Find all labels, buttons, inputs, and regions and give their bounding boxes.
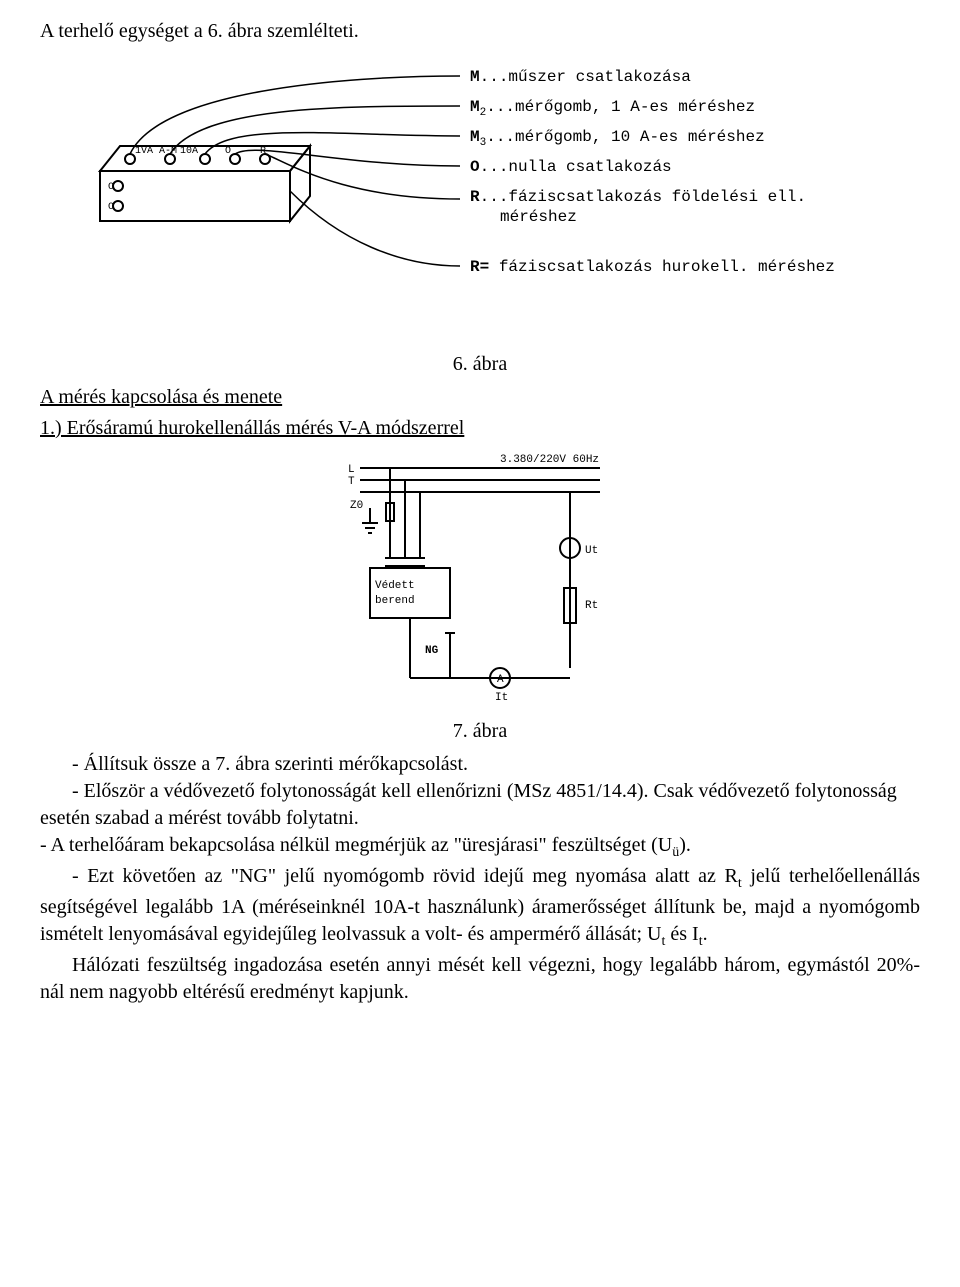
figure-6-caption: 6. ábra (40, 351, 920, 378)
svg-text:O...nulla csatlakozás: O...nulla csatlakozás (470, 158, 672, 176)
body-p2: - Először a védővezető folytonosságát ke… (40, 778, 920, 832)
figure-6: O O 1VA A-M 10A O R M...műszer csatlakoz… (40, 51, 920, 341)
fig7-a-label: A (497, 674, 504, 686)
svg-text:M3...mérőgomb, 10 A-es méréshe: M3...mérőgomb, 10 A-es méréshez (470, 128, 765, 149)
svg-text:M...műszer csatlakozása: M...műszer csatlakozása (470, 68, 691, 86)
fig7-supply-label: 3.380/220V 60Hz (500, 454, 599, 466)
subheading: 1.) Erősáramú hurokellenállás mérés V-A … (40, 415, 920, 442)
body-p4: - Ezt követően az "NG" jelű nyomógomb rö… (40, 863, 920, 952)
fig7-rt-label: Rt (585, 600, 598, 612)
device-label-2: 10A (180, 146, 198, 157)
fig7-box-label-1: Védett (375, 580, 415, 592)
device-label-o2: O (108, 202, 114, 213)
figure-7-caption: 7. ábra (40, 718, 920, 745)
body-p5: Hálózati feszültség ingadozása esetén an… (40, 952, 920, 1006)
body-p3: - A terhelőáram bekapcsolása nélkül megm… (40, 832, 920, 863)
fig7-it-label: It (495, 692, 508, 704)
fig7-box-label-2: berend (375, 595, 415, 607)
fig7-z0-label: Z0 (350, 500, 363, 512)
fig7-l-label: L (348, 464, 355, 476)
svg-text:M2...mérőgomb, 1 A-es méréshez: M2...mérőgomb, 1 A-es méréshez (470, 98, 755, 119)
body-p1: - Állítsuk össze a 7. ábra szerinti mérő… (40, 751, 920, 778)
svg-text:R...fáziscsatlakozás földelési: R...fáziscsatlakozás földelési ell. (470, 188, 806, 206)
fig7-ng-label: NG (425, 645, 439, 657)
section-heading: A mérés kapcsolása és menete (40, 384, 920, 411)
intro-text: A terhelő egységet a 6. ábra szemlélteti… (40, 18, 920, 45)
body-text: - Állítsuk össze a 7. ábra szerinti mérő… (40, 751, 920, 1006)
figure-7: 3.380/220V 60Hz Védett berend NG Ut Rt A… (300, 448, 660, 708)
fig7-ut-label: Ut (585, 545, 598, 557)
device-label-1: 1VA A-M (135, 146, 177, 157)
svg-text:R= fáziscsatlakozás hurokell.: R= fáziscsatlakozás hurokell. méréshez (470, 258, 835, 276)
device-label-4: R (260, 146, 266, 157)
device-label-o1: O (108, 182, 114, 193)
svg-text:méréshez: méréshez (500, 208, 577, 226)
fig7-t-label: T (348, 476, 355, 488)
device-label-3: O (225, 146, 231, 157)
